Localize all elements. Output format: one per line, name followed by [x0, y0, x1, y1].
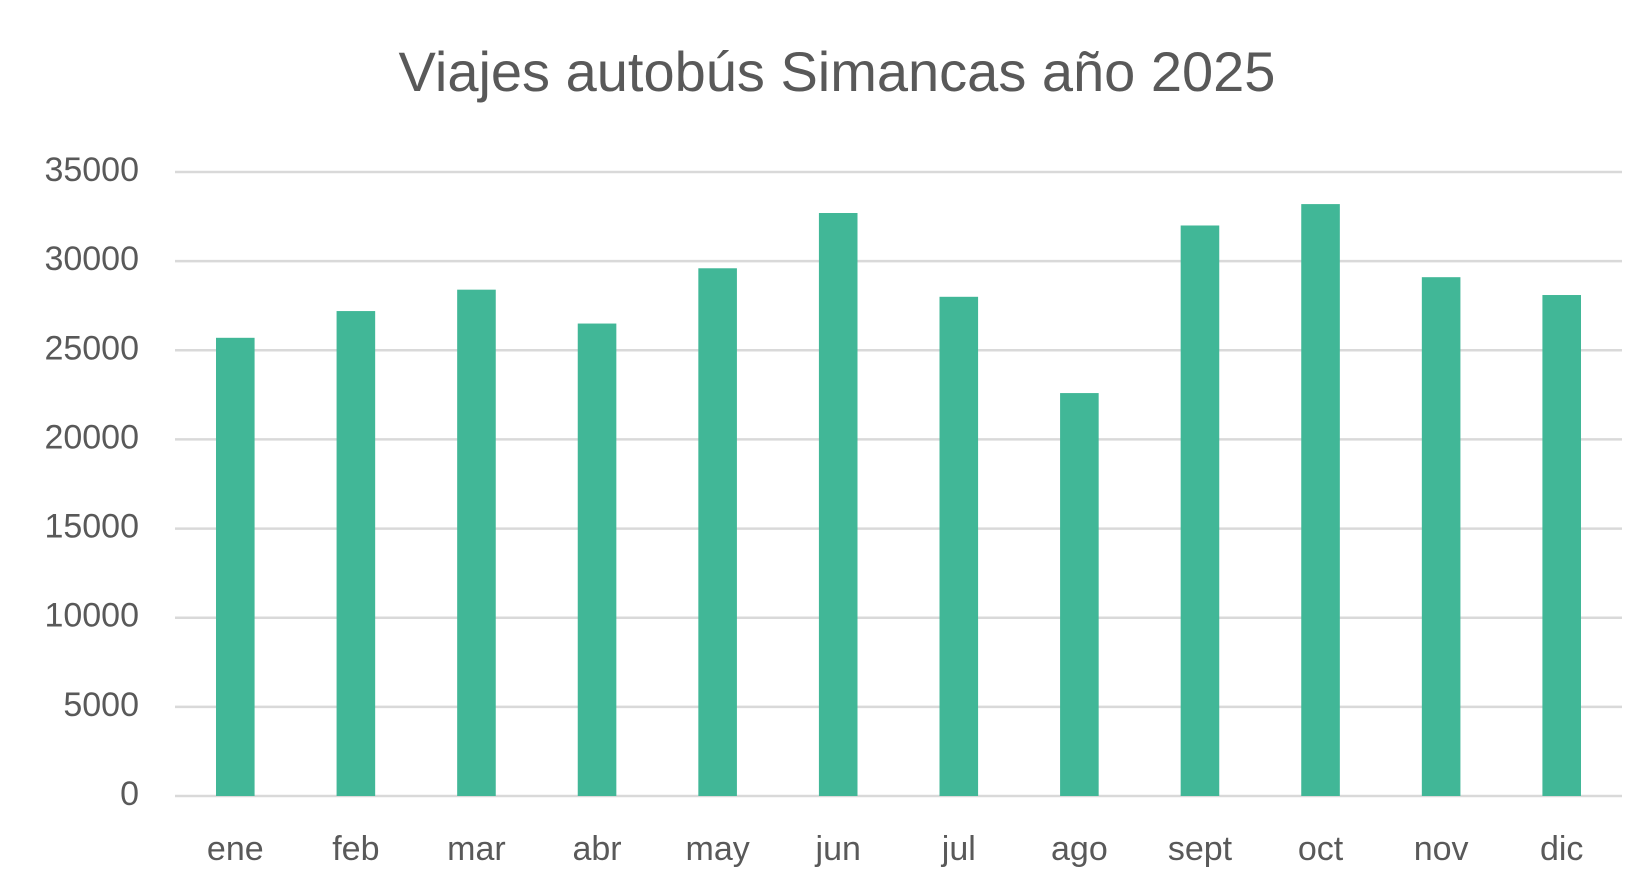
bar [1060, 393, 1099, 796]
x-tick-label: jun [815, 830, 861, 868]
y-tick-label: 15000 [44, 508, 139, 546]
bar [215, 337, 255, 796]
y-tick-label: 20000 [44, 418, 139, 456]
bar [939, 296, 979, 796]
bar [577, 323, 617, 796]
x-tick-label: feb [332, 830, 379, 868]
bar [1421, 277, 1461, 796]
x-tick-label: oct [1298, 830, 1344, 868]
x-tick-label: may [686, 830, 750, 868]
x-tick-label: dic [1540, 830, 1583, 868]
x-tick-label: jul [941, 830, 976, 868]
bar [336, 311, 376, 796]
x-tick-label: abr [572, 830, 621, 868]
bar [457, 289, 496, 796]
chart-title: Viajes autobús Simancas año 2025 [399, 40, 1276, 103]
bar [1301, 204, 1340, 796]
bar [818, 213, 858, 796]
y-tick-label: 5000 [63, 686, 139, 724]
x-tick-label: mar [447, 830, 506, 868]
x-tick-label: ene [207, 830, 264, 868]
bar [698, 268, 737, 796]
y-tick-label: 0 [120, 775, 139, 813]
y-tick-label: 30000 [44, 240, 139, 278]
y-tick-label: 25000 [44, 329, 139, 367]
y-tick-label: 35000 [44, 151, 139, 189]
x-tick-label: ago [1051, 830, 1108, 868]
bar [1180, 225, 1220, 796]
y-tick-label: 10000 [44, 597, 139, 635]
x-tick-label: sept [1168, 830, 1233, 868]
x-tick-label: nov [1414, 830, 1469, 868]
bar [1542, 295, 1582, 796]
